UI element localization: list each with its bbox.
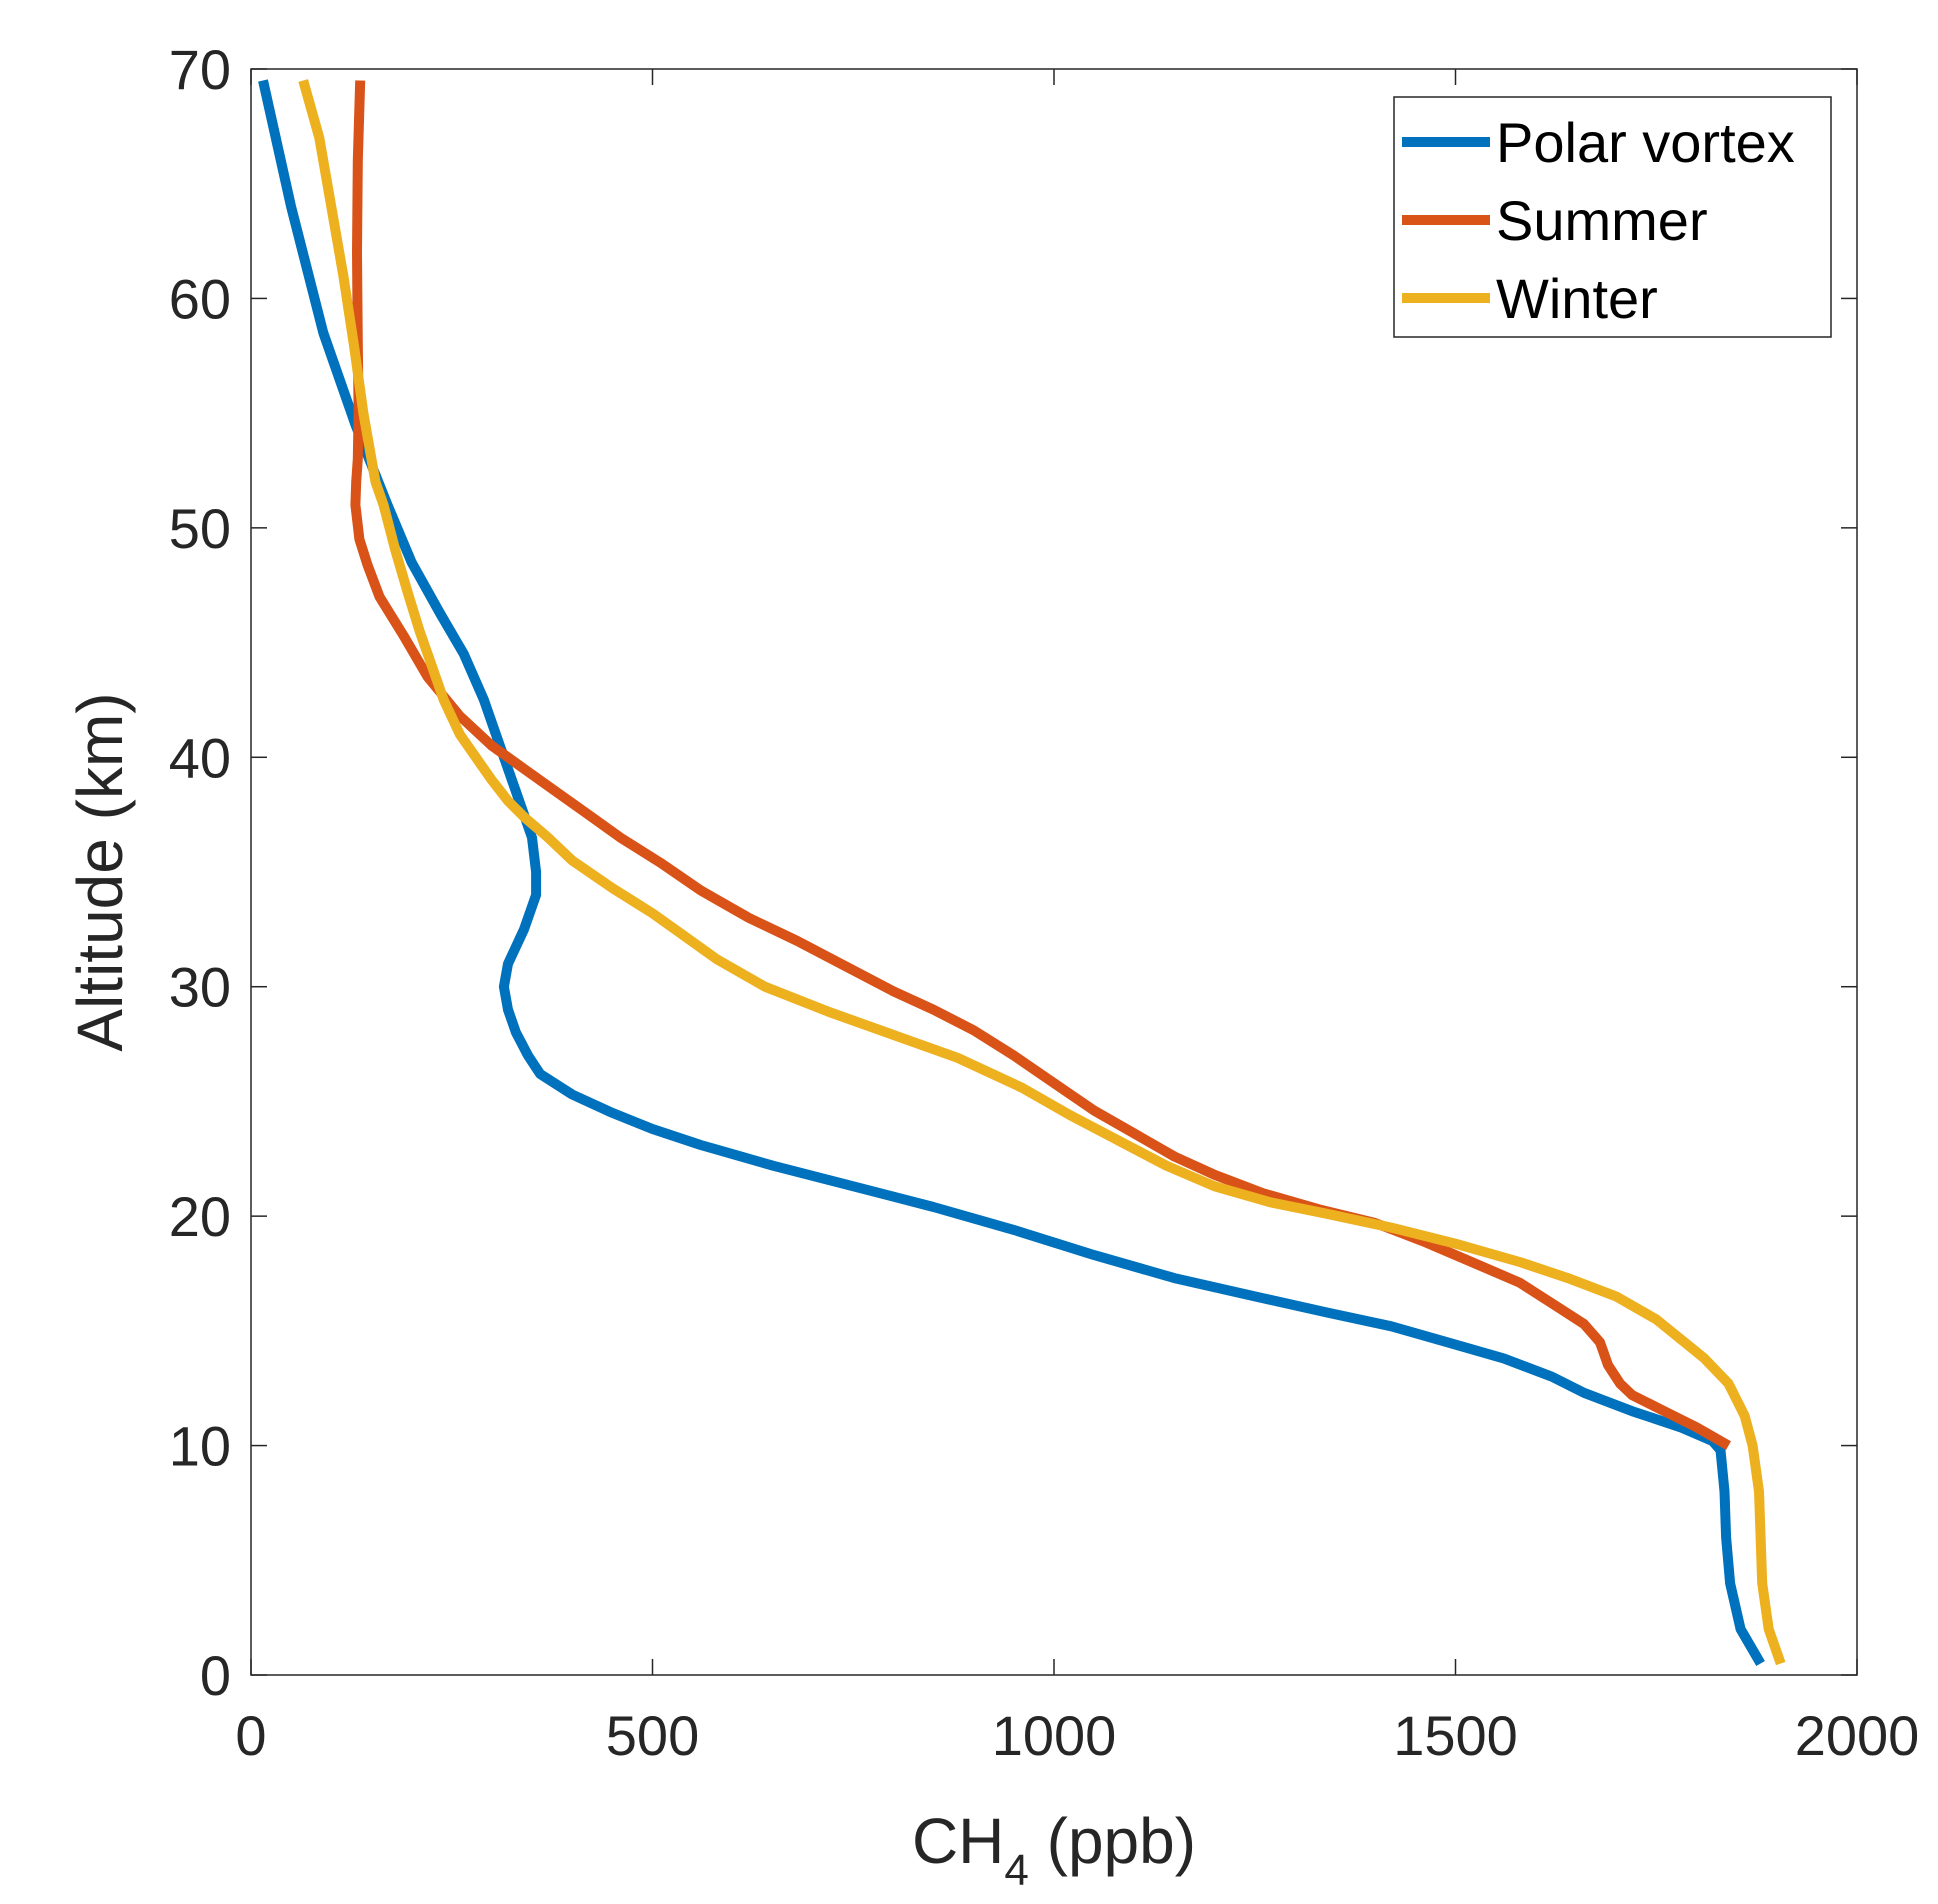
series-line-winter [298,79,1786,1666]
x-axis-label-main: CH [912,1805,1004,1877]
x-tick-label: 1500 [1393,1704,1518,1767]
legend: Polar vortex Summer Winter [1393,96,1832,338]
y-tick-label: 30 [169,956,231,1019]
legend-label-summer: Summer [1496,189,1708,252]
ticks-layer: 0 500 1000 1500 2000 0 10 20 30 40 50 60 70 [169,38,1920,1767]
y-tick-label: 20 [169,1185,231,1248]
y-tick-label: 0 [200,1644,231,1707]
x-axis-label-suffix: (ppb) [1029,1805,1196,1877]
x-axis-label: CH4 (ppb) [912,1805,1196,1895]
x-tick-label: 2000 [1795,1704,1920,1767]
series-line-summer [350,80,1731,1450]
x-axis-label-subscript: 4 [1004,1846,1028,1895]
y-tick-label: 50 [169,497,231,560]
y-axis-label: Altitude (km) [64,692,136,1051]
legend-label-winter: Winter [1496,267,1658,330]
y-tick-label: 60 [169,267,231,330]
y-tick-label: 40 [169,726,231,789]
x-tick-label: 500 [606,1704,699,1767]
series-line-polar-vortex [258,79,1765,1667]
x-tick-label: 1000 [992,1704,1117,1767]
x-tick-label: 0 [235,1704,266,1767]
legend-label-polar-vortex: Polar vortex [1496,111,1795,174]
y-tick-label: 70 [169,38,231,101]
series-layer [258,79,1786,1667]
y-tick-label: 10 [169,1415,231,1478]
